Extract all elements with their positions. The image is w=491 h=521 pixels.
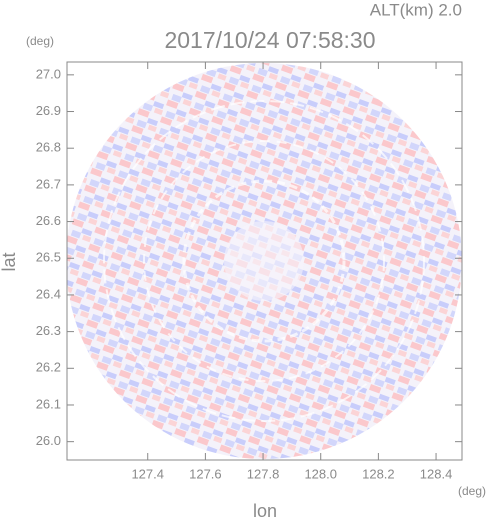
x-tick-label: 128.4 xyxy=(420,466,453,481)
y-tick-label: 26.1 xyxy=(36,396,61,411)
y-unit: (deg) xyxy=(26,34,54,48)
y-tick-label: 26.3 xyxy=(36,323,61,338)
y-tick-label: 26.8 xyxy=(36,140,61,155)
y-tick-label: 26.2 xyxy=(36,360,61,375)
y-tick-label: 27.0 xyxy=(36,66,61,81)
x-tick-label: 128.2 xyxy=(362,466,395,481)
radar-field xyxy=(67,63,462,459)
y-tick-label: 26.7 xyxy=(36,176,61,191)
y-tick-label: 26.6 xyxy=(36,213,61,228)
x-tick-label: 127.8 xyxy=(247,466,280,481)
chart-title: 2017/10/24 07:58:30 xyxy=(164,27,375,53)
y-tick-label: 26.9 xyxy=(36,103,61,118)
y-axis-label: lat xyxy=(0,252,19,271)
y-tick-label: 26.5 xyxy=(36,250,61,265)
x-tick-label: 127.6 xyxy=(189,466,222,481)
y-tick-label: 26.0 xyxy=(36,433,61,448)
x-tick-label: 127.4 xyxy=(131,466,164,481)
plot-frame xyxy=(66,61,463,461)
x-axis-label: lon xyxy=(253,501,277,521)
annotation: ALT(km) 2.0 xyxy=(370,0,462,19)
x-unit: (deg) xyxy=(458,484,486,498)
y-tick-label: 26.4 xyxy=(36,286,61,301)
x-tick-label: 128.0 xyxy=(304,466,337,481)
